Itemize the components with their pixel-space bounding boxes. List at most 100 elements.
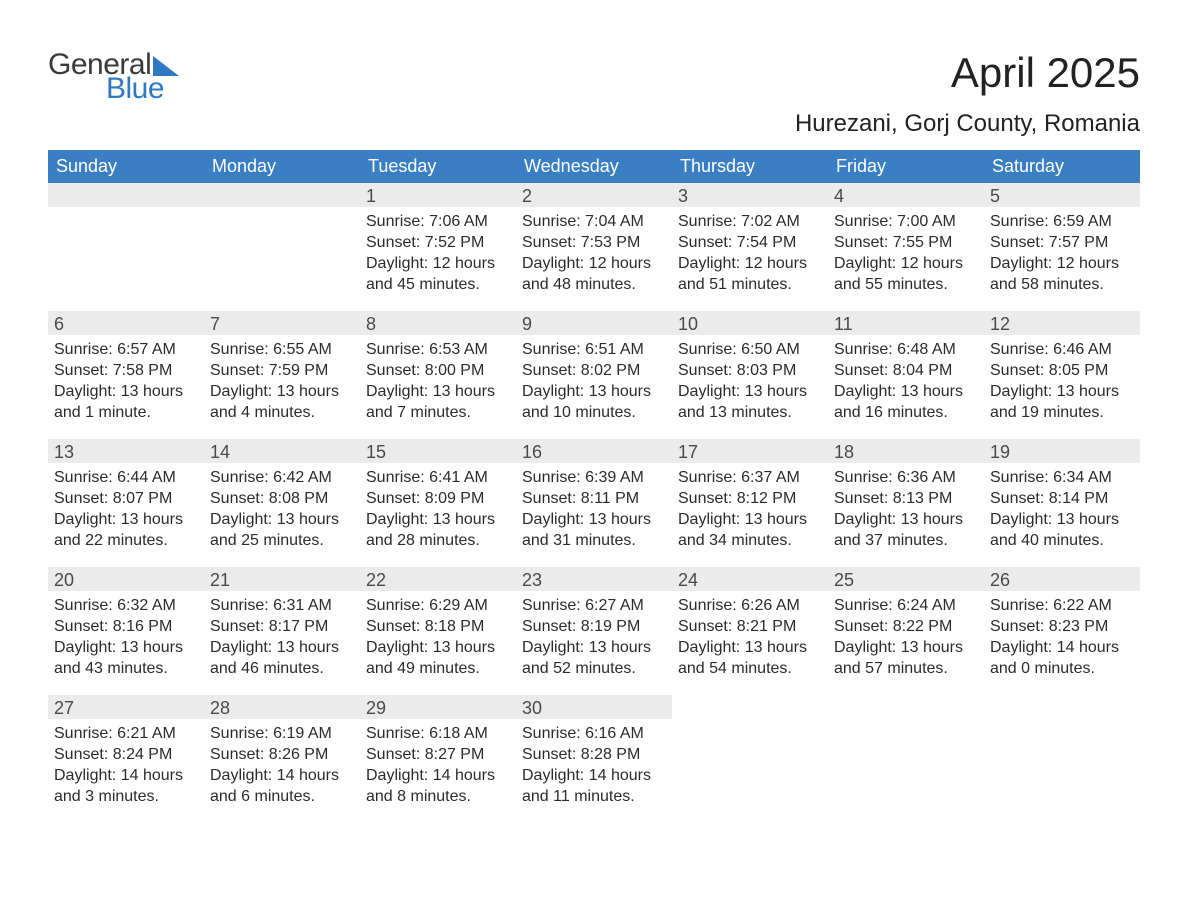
calendar-cell: 28Sunrise: 6:19 AMSunset: 8:26 PMDayligh…: [204, 695, 360, 823]
day-data: Sunrise: 6:41 AMSunset: 8:09 PMDaylight:…: [360, 463, 516, 555]
day-data: Sunrise: 6:24 AM Sunset: 8:22 PM Daylight:…: [828, 591, 984, 683]
daylight-line: Daylight: 13 hours and 40 minutes.: [990, 509, 1134, 551]
calendar-body: 1Sunrise: 7:06 AMSunset: 7:52 PMDaylight…: [48, 183, 1140, 823]
sunset-value: 8:24 PM: [113, 746, 173, 763]
daylight-line: Daylight: 12 hours and 58 minutes.: [990, 253, 1134, 295]
sunset-value: 8:23 PM: [1049, 618, 1109, 635]
sunrise-label: Sunrise:: [678, 213, 737, 230]
sunrise-value: 6:22 AM: [1053, 597, 1112, 614]
day-data: Sunrise: 6:59 AMSunset: 7:57 PMDaylight:…: [984, 207, 1140, 299]
month-title: April 2025: [795, 50, 1140, 96]
sunrise-line: Sunrise: 6:21 AM: [54, 723, 198, 744]
sunrise-line: Sunrise: 7:04 AM: [522, 211, 666, 232]
day-number: 12: [984, 311, 1140, 335]
empty-day-number: [672, 695, 828, 719]
calendar-cell: 10Sunrise: 6:50 AMSunset: 8:03 PMDayligh…: [672, 311, 828, 439]
sunset-line: Sunset: 8:02 PM: [522, 360, 666, 381]
day-number: 13: [48, 439, 204, 463]
sunrise-line: Sunrise: 6:31 AM: [210, 595, 354, 616]
day-number: 6: [48, 311, 204, 335]
daylight-line: Daylight: 13 hours and 54 minutes.: [678, 637, 822, 679]
sunset-label: Sunset:: [366, 490, 420, 507]
calendar-cell: 26Sunrise: 6:22 AMSunset: 8:23 PMDayligh…: [984, 567, 1140, 695]
day-number: 1: [360, 183, 516, 207]
day-data: Sunrise: 6:55 AMSunset: 7:59 PMDaylight:…: [204, 335, 360, 427]
sunset-label: Sunset:: [210, 746, 264, 763]
sunset-label: Sunset:: [522, 362, 576, 379]
sunrise-line: Sunrise: 6:51 AM: [522, 339, 666, 360]
calendar-cell: 15Sunrise: 6:41 AMSunset: 8:09 PMDayligh…: [360, 439, 516, 567]
sunset-value: 7:54 PM: [737, 234, 797, 251]
calendar-cell: 22Sunrise: 6:29 AMSunset: 8:18 PMDayligh…: [360, 567, 516, 695]
sunset-label: Sunset:: [210, 618, 264, 635]
daylight-line: Daylight: 14 hours and 3 minutes.: [54, 765, 198, 807]
sunrise-label: Sunrise:: [678, 341, 737, 358]
calendar-table: SundayMondayTuesdayWednesdayThursdayFrid…: [48, 150, 1140, 823]
sunset-line: Sunset: 8:08 PM: [210, 488, 354, 509]
sunrise-line: Sunrise: 6:29 AM: [366, 595, 510, 616]
sunset-value: 8:17 PM: [269, 618, 329, 635]
sunset-label: Sunset:: [834, 618, 888, 635]
day-data: Sunrise: 6:31 AM Sunset: 8:17 PM Daylight:…: [204, 591, 360, 683]
calendar-cell: 21Sunrise: 6:31 AMSunset: 8:17 PMDayligh…: [204, 567, 360, 695]
calendar-cell: 7Sunrise: 6:55 AMSunset: 7:59 PMDaylight…: [204, 311, 360, 439]
sunset-line: Sunset: 8:13 PM: [834, 488, 978, 509]
sunset-label: Sunset:: [678, 490, 732, 507]
sunrise-label: Sunrise:: [210, 597, 269, 614]
sunrise-line: Sunrise: 6:22 AM: [990, 595, 1134, 616]
sunrise-value: 6:24 AM: [897, 597, 956, 614]
sunrise-label: Sunrise:: [990, 341, 1049, 358]
day-number: 15: [360, 439, 516, 463]
sunset-label: Sunset:: [522, 234, 576, 251]
sunset-value: 8:22 PM: [893, 618, 953, 635]
sunset-line: Sunset: 8:03 PM: [678, 360, 822, 381]
sunset-label: Sunset:: [834, 490, 888, 507]
sunrise-line: Sunrise: 7:06 AM: [366, 211, 510, 232]
sunset-line: Sunset: 8:07 PM: [54, 488, 198, 509]
sunrise-line: Sunrise: 6:46 AM: [990, 339, 1134, 360]
day-data: Sunrise: 6:18 AMSunset: 8:27 PMDaylight:…: [360, 719, 516, 811]
sunrise-label: Sunrise:: [834, 341, 893, 358]
sunset-line: Sunset: 8:27 PM: [366, 744, 510, 765]
sunrise-line: Sunrise: 7:00 AM: [834, 211, 978, 232]
logo-word-blue: Blue: [106, 74, 164, 104]
sunset-label: Sunset:: [990, 234, 1044, 251]
sunrise-label: Sunrise:: [990, 213, 1049, 230]
day-number: 28: [204, 695, 360, 719]
day-number: 11: [828, 311, 984, 335]
day-data: Sunrise: 6:21 AMSunset: 8:24 PMDaylight:…: [48, 719, 204, 811]
logo: General Blue: [48, 50, 179, 104]
daylight-label: Daylight:: [210, 639, 272, 656]
calendar-cell: [984, 695, 1140, 823]
daylight-label: Daylight:: [366, 767, 428, 784]
sunrise-line: Sunrise: 6:57 AM: [54, 339, 198, 360]
sunset-label: Sunset:: [834, 362, 888, 379]
empty-day-number: [828, 695, 984, 719]
sunset-line: Sunset: 7:53 PM: [522, 232, 666, 253]
sunset-line: Sunset: 8:04 PM: [834, 360, 978, 381]
sunrise-label: Sunrise:: [834, 213, 893, 230]
calendar-cell: 20Sunrise: 6:32 AMSunset: 8:16 PMDayligh…: [48, 567, 204, 695]
sunset-line: Sunset: 7:57 PM: [990, 232, 1134, 253]
calendar-week-row: 6Sunrise: 6:57 AMSunset: 7:58 PMDaylight…: [48, 311, 1140, 439]
sunrise-label: Sunrise:: [366, 725, 425, 742]
daylight-line: Daylight: 13 hours and 57 minutes.: [834, 637, 978, 679]
day-number: 17: [672, 439, 828, 463]
day-data: Sunrise: 7:00 AMSunset: 7:55 PMDaylight:…: [828, 207, 984, 299]
sunset-line: Sunset: 8:11 PM: [522, 488, 666, 509]
sunrise-label: Sunrise:: [366, 597, 425, 614]
day-data: Sunrise: 6:34 AMSunset: 8:14 PMDaylight:…: [984, 463, 1140, 555]
sunset-value: 8:12 PM: [737, 490, 797, 507]
weekday-header: Wednesday: [516, 150, 672, 183]
sunrise-label: Sunrise:: [834, 597, 893, 614]
day-number: 3: [672, 183, 828, 207]
sunset-line: Sunset: 8:18 PM: [366, 616, 510, 637]
sunset-value: 8:21 PM: [737, 618, 797, 635]
sunset-label: Sunset:: [54, 490, 108, 507]
calendar-cell: 23Sunrise: 6:27 AMSunset: 8:19 PMDayligh…: [516, 567, 672, 695]
sunset-label: Sunset:: [54, 618, 108, 635]
daylight-label: Daylight:: [366, 255, 428, 272]
calendar-cell: 14Sunrise: 6:42 AMSunset: 8:08 PMDayligh…: [204, 439, 360, 567]
day-data: Sunrise: 6:16 AMSunset: 8:28 PMDaylight:…: [516, 719, 672, 811]
daylight-label: Daylight:: [990, 383, 1052, 400]
